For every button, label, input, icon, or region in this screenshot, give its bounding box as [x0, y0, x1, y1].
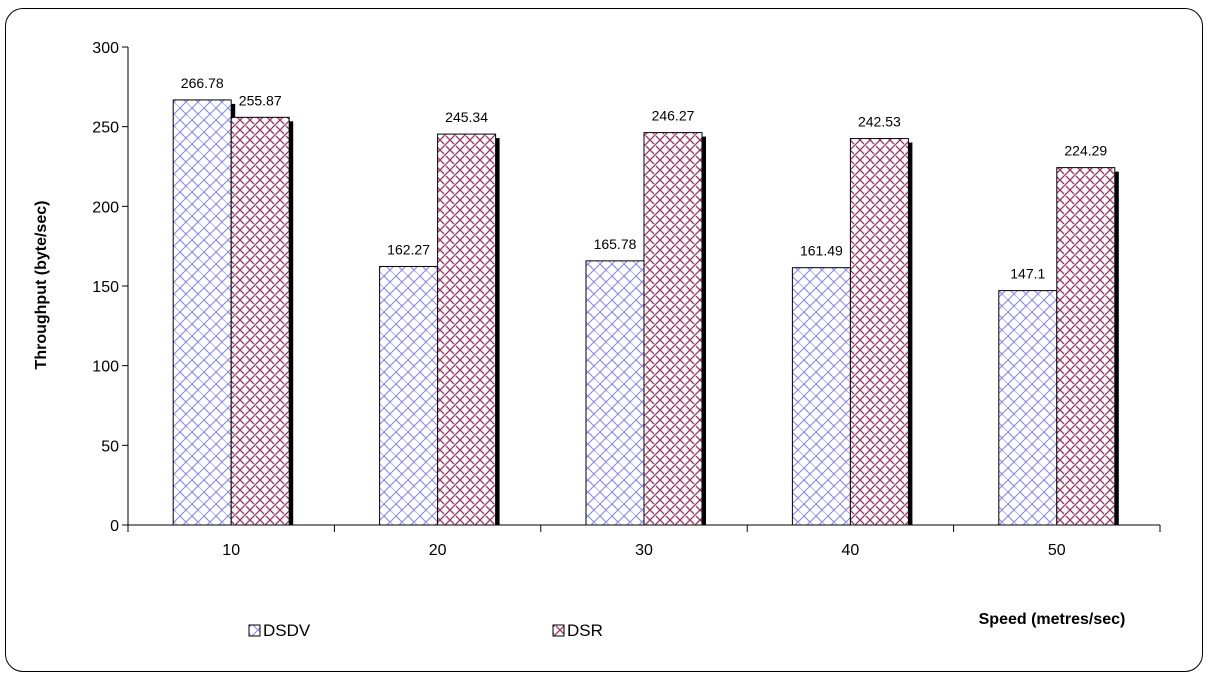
axes-layer: 0 50 100 150 200 250 300 10 20 30 40 50 — [92, 40, 1161, 559]
bar-dsr-10 — [230, 116, 290, 526]
bar-shadow-dsr-30 — [702, 136, 706, 525]
data-label-dsr-50: 224.29 — [1064, 143, 1107, 159]
bar-dsr-50 — [1056, 167, 1116, 526]
legend-swatch-dsr — [552, 624, 565, 637]
y-axis-title: Throughput (byte/sec) — [33, 201, 50, 370]
x-tick-label-30: 30 — [635, 542, 653, 559]
legend-label-dsr: DSR — [567, 621, 603, 640]
y-tick-label-250: 250 — [92, 120, 119, 137]
data-label-dsr-10: 255.87 — [239, 92, 282, 108]
bar-shadow-dsr-40 — [908, 142, 913, 526]
y-tick-label-150: 150 — [92, 279, 119, 296]
y-tick-label-200: 200 — [92, 199, 119, 216]
bar-dsr-30 — [643, 132, 703, 526]
data-label-dsdv-30: 165.78 — [594, 236, 637, 252]
legend-label-dsdv: DSDV — [263, 621, 311, 640]
x-tick-label-50: 50 — [1048, 542, 1066, 559]
x-tick-label-40: 40 — [842, 542, 860, 559]
data-label-dsr-40: 242.53 — [858, 114, 901, 130]
y-tick-label-50: 50 — [101, 438, 119, 455]
bar-shadow-dsr-20 — [495, 138, 500, 525]
x-tick-label-10: 10 — [222, 542, 240, 559]
bar-dsdv-50 — [998, 290, 1058, 526]
bar-dsdv-20 — [379, 265, 439, 526]
data-label-dsr-30: 246.27 — [652, 108, 695, 124]
y-tick-label-300: 300 — [92, 40, 119, 57]
bar-dsdv-10 — [172, 99, 232, 526]
data-label-dsr-20: 245.34 — [445, 109, 488, 125]
bar-dsr-40 — [849, 138, 909, 526]
y-tick-label-100: 100 — [92, 359, 119, 376]
legend-item-dsdv: DSDV — [248, 621, 311, 640]
bar-dsdv-40 — [791, 267, 851, 526]
bar-dsr-20 — [437, 133, 497, 526]
legend-swatch-dsdv — [248, 624, 261, 637]
legend-item-dsr: DSR — [552, 621, 603, 640]
labels-layer: 266.78 255.87 162.27 245.34 165.78 246.27 161.… — [181, 75, 1108, 282]
x-axis-title: Speed (metres/sec) — [979, 611, 1126, 628]
y-tick-label-0: 0 — [110, 518, 119, 535]
legend: DSDV DSR — [248, 621, 603, 640]
data-label-dsdv-40: 161.49 — [800, 243, 843, 259]
data-label-dsdv-50: 147.1 — [1010, 266, 1045, 282]
data-label-dsdv-20: 162.27 — [387, 241, 430, 257]
bar-dsdv-30 — [585, 260, 645, 526]
data-label-dsdv-10: 266.78 — [181, 75, 224, 91]
bar-shadow-dsr-10 — [289, 121, 294, 526]
x-tick-label-20: 20 — [429, 542, 447, 559]
bar-shadow-dsr-50 — [1114, 171, 1119, 525]
bars-layer — [172, 99, 1119, 526]
